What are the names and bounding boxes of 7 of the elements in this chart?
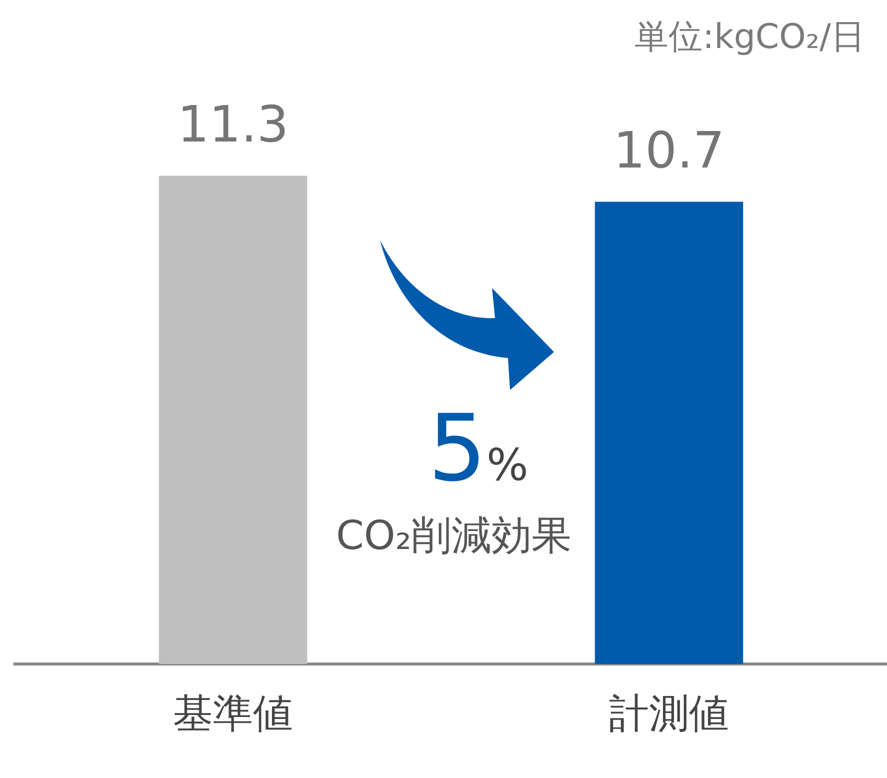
annotation: CO₂削減効果 [336,512,572,561]
x-tick-label: 計測値 [609,692,729,736]
data-label: 10.7 [613,122,725,180]
annotation: 5% [428,395,528,502]
x-tick-label: 基準値 [173,692,293,736]
text: 単位:kgCO₂/日 [634,16,865,59]
data-label: 11.3 [177,96,289,154]
